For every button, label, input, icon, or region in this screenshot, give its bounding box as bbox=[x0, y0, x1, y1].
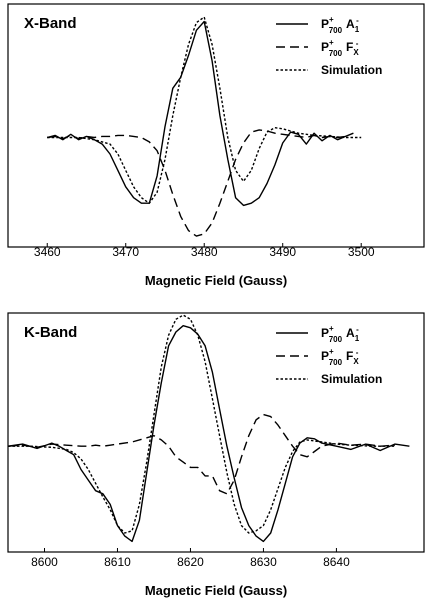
x-tick-label: 8610 bbox=[104, 555, 131, 569]
legend-rest: F bbox=[346, 349, 353, 363]
legend-rest_sup: - bbox=[356, 39, 359, 48]
legend-sup: + bbox=[329, 15, 334, 24]
legend-sub: 700 bbox=[329, 358, 343, 367]
legend-label: P+ 700 A1- bbox=[321, 15, 360, 35]
series-line-dotted bbox=[47, 16, 362, 204]
legend-base: Simulation bbox=[321, 372, 382, 386]
legend-rest: A bbox=[346, 326, 355, 340]
legend-sup: + bbox=[329, 347, 334, 356]
x-tick-label: 3490 bbox=[269, 245, 296, 259]
x-axis-label: Magnetic Field (Gauss) bbox=[145, 273, 287, 288]
legend-sup: + bbox=[329, 324, 334, 333]
plot-frame bbox=[7, 312, 425, 553]
legend-rest_sup: - bbox=[356, 16, 359, 25]
series-line-dashed bbox=[47, 129, 346, 237]
legend-base: P bbox=[321, 326, 329, 340]
legend-label: Simulation bbox=[321, 372, 382, 386]
x-tick-label: 3500 bbox=[348, 245, 375, 259]
legend-base: P bbox=[321, 17, 329, 31]
x-tick-label: 3460 bbox=[34, 245, 61, 259]
x-tick-label: 8620 bbox=[177, 555, 204, 569]
x-tick-label: 8640 bbox=[323, 555, 350, 569]
legend-rest_sub: X bbox=[353, 48, 359, 57]
legend-base: Simulation bbox=[321, 63, 382, 77]
panel-title: K-Band bbox=[24, 324, 77, 341]
legend-label: P+ 700 FX- bbox=[321, 38, 359, 58]
legend-label: Simulation bbox=[321, 63, 382, 77]
chart-x-band: 3460 3470 3480 3490 3500 Magnetic Field (Gaus… bbox=[7, 3, 425, 288]
legend-base: P bbox=[321, 40, 329, 54]
plot-frame bbox=[7, 3, 425, 248]
legend-rest_sub: 1 bbox=[355, 25, 360, 34]
series-line-dashed bbox=[7, 413, 395, 495]
legend-sub: 700 bbox=[329, 26, 343, 35]
legend-rest_sup: - bbox=[356, 348, 359, 357]
chart-k-band: 8600 8610 8620 8630 8640 Magnetic Field (Gaus… bbox=[7, 312, 425, 598]
legend-label: P+ 700 FX- bbox=[321, 347, 359, 367]
legend-rest_sub: 1 bbox=[355, 334, 360, 343]
x-tick-label: 3470 bbox=[112, 245, 139, 259]
legend-sub: 700 bbox=[329, 335, 343, 344]
x-axis-label: Magnetic Field (Gauss) bbox=[145, 583, 287, 598]
x-tick-label: 8600 bbox=[31, 555, 58, 569]
legend-sup: + bbox=[329, 38, 334, 47]
x-tick-label: 3480 bbox=[191, 245, 218, 259]
legend-rest_sub: X bbox=[353, 357, 359, 366]
legend-label: P+ 700 A1- bbox=[321, 324, 360, 344]
x-tick-label: 8630 bbox=[250, 555, 277, 569]
legend-rest: A bbox=[346, 17, 355, 31]
series-line-solid bbox=[47, 20, 354, 207]
panel-title: X-Band bbox=[24, 15, 77, 32]
legend-rest: F bbox=[346, 40, 353, 54]
legend-sub: 700 bbox=[329, 49, 343, 58]
legend-base: P bbox=[321, 349, 329, 363]
legend-rest_sup: - bbox=[356, 325, 359, 334]
series-line-dotted bbox=[8, 314, 395, 534]
